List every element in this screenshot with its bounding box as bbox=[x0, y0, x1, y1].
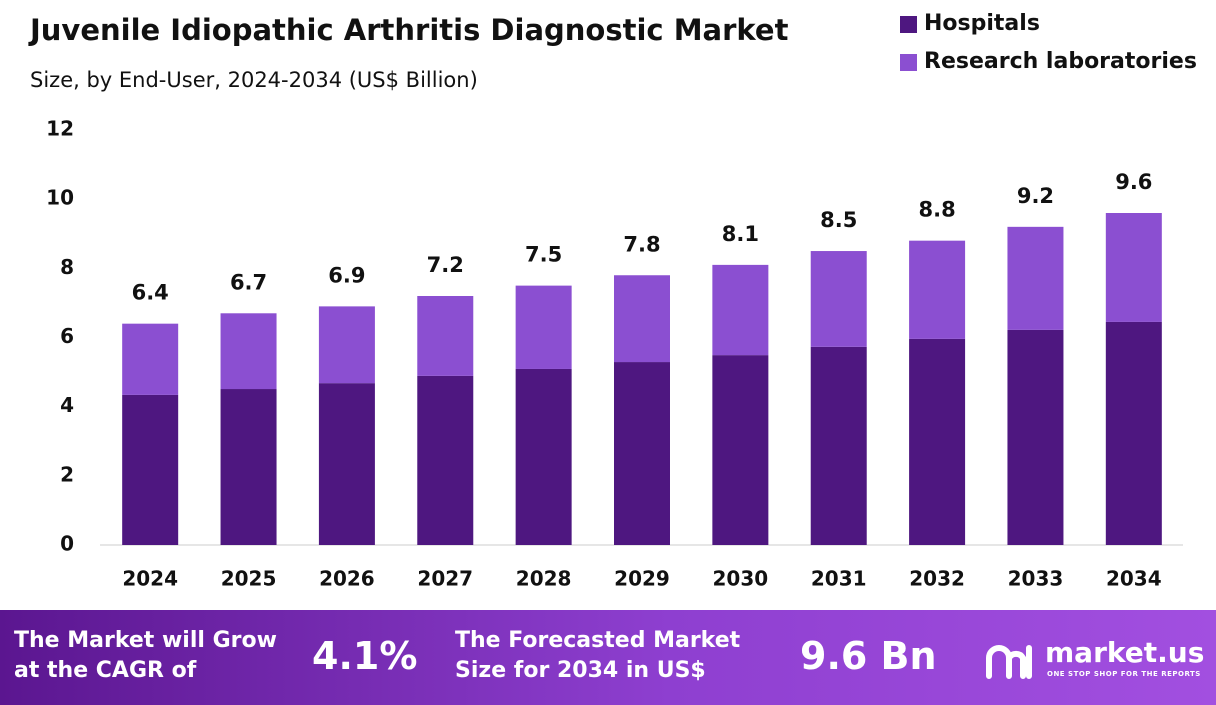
bar-segment bbox=[515, 368, 572, 545]
bar-segment bbox=[810, 251, 867, 347]
total-label: 7.2 bbox=[427, 253, 464, 277]
y-tick-label: 4 bbox=[60, 393, 74, 417]
total-label: 7.5 bbox=[525, 243, 562, 267]
bar-segment bbox=[318, 383, 375, 545]
y-tick-label: 12 bbox=[46, 117, 74, 141]
cagr-value: 4.1% bbox=[312, 634, 418, 678]
bar-segment bbox=[515, 285, 572, 369]
bar-segment bbox=[122, 394, 179, 545]
total-label: 6.9 bbox=[328, 263, 365, 287]
y-tick-label: 6 bbox=[60, 324, 74, 348]
footer: The Market will Grow at the CAGR of 4.1%… bbox=[0, 610, 1216, 705]
total-label: 6.4 bbox=[132, 281, 169, 305]
bar-segment bbox=[909, 338, 966, 545]
brand: market.us bbox=[1045, 636, 1205, 669]
forecast-label: The Forecasted Market Size for 2034 in U… bbox=[455, 628, 741, 683]
x-tick-label: 2028 bbox=[516, 567, 572, 591]
y-tick-label: 0 bbox=[60, 532, 74, 556]
bar-segment bbox=[1007, 329, 1064, 545]
bar-segment bbox=[220, 389, 277, 545]
bar-segment bbox=[712, 355, 769, 545]
bar-segment bbox=[417, 296, 474, 376]
bar-segment bbox=[122, 323, 179, 395]
x-tick-label: 2032 bbox=[909, 567, 965, 591]
x-tick-label: 2033 bbox=[1008, 567, 1064, 591]
legend-swatch bbox=[900, 54, 917, 71]
y-tick-label: 10 bbox=[46, 186, 74, 210]
y-tick-label: 2 bbox=[60, 462, 74, 486]
y-tick-label: 8 bbox=[60, 255, 74, 279]
bar-segment bbox=[810, 346, 867, 545]
chart-title: Juvenile Idiopathic Arthritis Diagnostic… bbox=[28, 13, 789, 47]
total-label: 8.8 bbox=[918, 198, 955, 222]
bar-segment bbox=[220, 313, 277, 390]
bar-segment bbox=[614, 362, 670, 545]
chart: Juvenile Idiopathic Arthritis Diagnostic… bbox=[28, 11, 1197, 591]
legend-label: Hospitals bbox=[924, 11, 1040, 36]
bar-segment bbox=[318, 306, 375, 384]
forecast-value: 9.6 Bn bbox=[800, 634, 937, 678]
bar-segment bbox=[1007, 226, 1064, 330]
x-tick-label: 2026 bbox=[319, 567, 375, 591]
x-tick-label: 2029 bbox=[614, 567, 670, 591]
cagr-label: The Market will Grow at the CAGR of bbox=[14, 628, 277, 683]
total-label: 7.8 bbox=[623, 232, 660, 256]
bar-segment bbox=[1105, 213, 1162, 322]
chart-subtitle: Size, by End-User, 2024-2034 (US$ Billio… bbox=[30, 68, 478, 92]
legend-label: Research laboratories bbox=[924, 49, 1197, 74]
x-tick-label: 2027 bbox=[417, 567, 473, 591]
bar-segment bbox=[417, 375, 474, 545]
x-tick-label: 2024 bbox=[122, 567, 178, 591]
x-tick-label: 2030 bbox=[713, 567, 769, 591]
logo-icon bbox=[986, 645, 1032, 679]
tagline: ONE STOP SHOP FOR THE REPORTS bbox=[1047, 670, 1201, 678]
x-tick-label: 2034 bbox=[1106, 567, 1162, 591]
total-label: 6.7 bbox=[230, 270, 267, 294]
x-tick-label: 2025 bbox=[221, 567, 277, 591]
total-label: 8.5 bbox=[820, 208, 857, 232]
legend-swatch bbox=[900, 16, 917, 33]
bar-segment bbox=[909, 240, 966, 339]
bar-segment bbox=[614, 275, 670, 363]
x-tick-label: 2031 bbox=[811, 567, 867, 591]
total-label: 9.6 bbox=[1115, 170, 1152, 194]
bar-segment bbox=[1105, 321, 1162, 545]
total-label: 8.1 bbox=[722, 222, 759, 246]
bar-segment bbox=[712, 264, 769, 356]
total-label: 9.2 bbox=[1017, 184, 1054, 208]
